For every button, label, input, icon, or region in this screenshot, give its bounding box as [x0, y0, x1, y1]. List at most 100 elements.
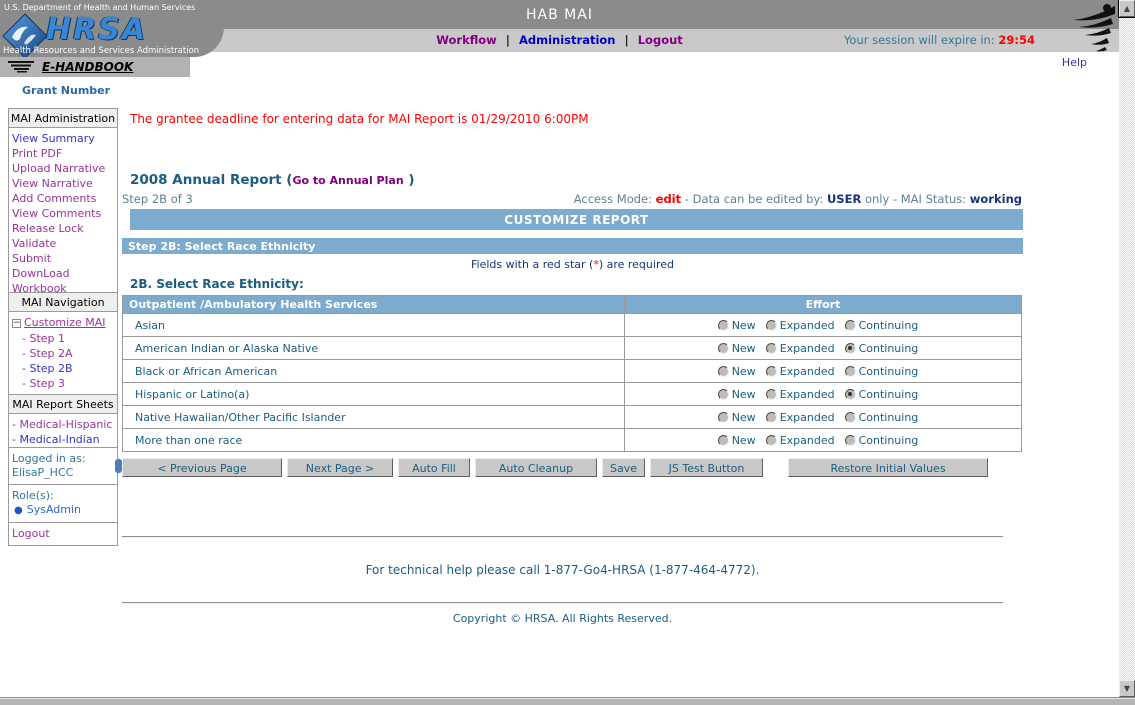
radio-american-indian-or-alaska-native-expanded[interactable] — [765, 342, 777, 354]
sidebar-item-step-2b[interactable]: - Step 2B — [22, 362, 73, 375]
radio-label-continuing[interactable]: Continuing — [858, 341, 919, 355]
sidebar-item-step-1[interactable]: - Step 1 — [22, 332, 66, 345]
technical-help-text: For technical help please call 1-877-Go4… — [365, 563, 760, 577]
race-label-native-hawaiian-other-pacific-islander: Native Hawaiian/Other Pacific Islander — [122, 405, 625, 429]
horizontal-scrollbar[interactable] — [0, 697, 1135, 705]
radio-hispanic-or-latino-a-expanded[interactable] — [765, 388, 777, 400]
status-value: working — [969, 192, 1022, 206]
footer-divider — [122, 536, 1003, 538]
effort-cell-black-or-african-american: New Expanded Continuing — [624, 359, 1022, 383]
sidebar-item-submit[interactable]: Submit — [12, 252, 52, 265]
sidebar-item-release-lock[interactable]: Release Lock — [12, 222, 84, 235]
radio-label-new[interactable]: New — [731, 410, 756, 424]
radio-american-indian-or-alaska-native-new[interactable] — [717, 342, 729, 354]
logged-in-label: Logged in as: — [12, 452, 86, 465]
radio-asian-new[interactable] — [717, 319, 729, 331]
copyright-text: Copyright © HRSA. All Rights Reserved. — [452, 612, 673, 625]
auto-fill-button[interactable]: Auto Fill — [398, 458, 470, 477]
sidebar-item-medical-hispanic[interactable]: - Medical-Hispanic — [12, 418, 113, 431]
previous-page-button[interactable]: < Previous Page — [122, 458, 282, 477]
radio-label-new[interactable]: New — [731, 341, 756, 355]
sidebar-item-view-comments[interactable]: View Comments — [12, 207, 102, 220]
radio-label-continuing[interactable]: Continuing — [858, 318, 919, 332]
radio-native-hawaiian-other-pacific-islander-continuing[interactable] — [844, 411, 856, 423]
radio-label-new[interactable]: New — [731, 433, 756, 447]
sidebar-item-step-2a[interactable]: - Step 2A — [22, 347, 73, 360]
session-label: Your session will expire in: — [843, 33, 995, 47]
js-test-button-button[interactable]: JS Test Button — [650, 458, 763, 477]
radio-native-hawaiian-other-pacific-islander-expanded[interactable] — [765, 411, 777, 423]
sidebar-item-add-comments[interactable]: Add Comments — [12, 192, 97, 205]
radio-label-expanded[interactable]: Expanded — [779, 410, 835, 424]
sidebar-item-print-pdf[interactable]: Print PDF — [12, 147, 63, 160]
mai-report-sheets-title: MAI Report Sheets — [9, 394, 117, 414]
radio-black-or-african-american-expanded[interactable] — [765, 365, 777, 377]
table-row: American Indian or Alaska Native New Expan… — [122, 336, 1022, 360]
radio-native-hawaiian-other-pacific-islander-new[interactable] — [717, 411, 729, 423]
sidebar-item-upload-narrative[interactable]: Upload Narrative — [12, 162, 106, 175]
radio-label-expanded[interactable]: Expanded — [779, 387, 835, 401]
radio-label-expanded[interactable]: Expanded — [779, 318, 835, 332]
sidebar-item-view-narrative[interactable]: View Narrative — [12, 177, 93, 190]
ehandbook-strip: E-HANDBOOK — [0, 57, 190, 77]
sidebar-item-view-summary[interactable]: View Summary — [12, 132, 95, 145]
radio-label-expanded[interactable]: Expanded — [779, 433, 835, 447]
sidebar-item-step-3[interactable]: - Step 3 — [22, 377, 66, 390]
step-indicator: Step 2B of 3 — [122, 192, 193, 206]
radio-label-new[interactable]: New — [731, 364, 756, 378]
radio-label-expanded[interactable]: Expanded — [779, 341, 835, 355]
radio-asian-expanded[interactable] — [765, 319, 777, 331]
effort-cell-asian: New Expanded Continuing — [624, 313, 1022, 337]
sidebar-item-workbook[interactable]: Workbook — [12, 282, 67, 295]
sidebar-item-download[interactable]: DownLoad — [12, 267, 70, 280]
app-title: HAB MAI — [526, 7, 593, 23]
radio-more-than-one-race-continuing[interactable] — [844, 434, 856, 446]
hrsa-wordmark: HRSA — [46, 12, 148, 47]
sidebar-item-medical-indian[interactable]: - Medical-Indian — [12, 433, 100, 446]
edited-by-value: USER — [826, 192, 862, 206]
role-sysadmin[interactable]: SysAdmin — [26, 503, 82, 516]
collapse-icon[interactable]: − — [12, 318, 21, 328]
nav-administration[interactable]: Administration — [519, 33, 616, 47]
save-button[interactable]: Save — [602, 458, 645, 477]
nav-workflow[interactable]: Workflow — [436, 33, 497, 47]
sidebar-item-customize-mai[interactable]: − Customize MAI — [12, 315, 117, 331]
radio-label-expanded[interactable]: Expanded — [779, 364, 835, 378]
customize-mai-link[interactable]: Customize MAI — [24, 316, 106, 329]
radio-label-continuing[interactable]: Continuing — [858, 433, 919, 447]
go-to-annual-plan-link[interactable]: Go to Annual Plan — [292, 174, 404, 187]
step-2b-bar: Step 2B: Select Race Ethnicity — [122, 238, 1023, 254]
mai-administration-box: MAI Administration View Summary Print PDF… — [8, 108, 118, 300]
radio-label-continuing[interactable]: Continuing — [858, 364, 919, 378]
radio-american-indian-or-alaska-native-continuing[interactable] — [844, 342, 856, 354]
sidebar-logout-link[interactable]: Logout — [12, 527, 50, 540]
radio-black-or-african-american-continuing[interactable] — [844, 365, 856, 377]
vertical-scrollbar[interactable]: ▲ ▼ — [1118, 0, 1135, 697]
required-star: * — [593, 258, 599, 271]
radio-more-than-one-race-expanded[interactable] — [765, 434, 777, 446]
role-bullet-icon: ● — [14, 505, 23, 516]
radio-more-than-one-race-new[interactable] — [717, 434, 729, 446]
radio-hispanic-or-latino-a-new[interactable] — [717, 388, 729, 400]
radio-label-new[interactable]: New — [731, 387, 756, 401]
radio-black-or-african-american-new[interactable] — [717, 365, 729, 377]
next-page-button[interactable]: Next Page > — [287, 458, 393, 477]
logged-in-section: Logged in as: ElisaP_HCC — [9, 448, 117, 484]
radio-asian-continuing[interactable] — [844, 319, 856, 331]
radio-label-continuing[interactable]: Continuing — [858, 410, 919, 424]
radio-label-continuing[interactable]: Continuing — [858, 387, 919, 401]
help-link[interactable]: Help — [1061, 56, 1087, 69]
radio-group-more-than-one-race: New Expanded Continuing — [717, 433, 929, 447]
auto-cleanup-button[interactable]: Auto Cleanup — [475, 458, 597, 477]
radio-hispanic-or-latino-a-continuing[interactable] — [844, 388, 856, 400]
radio-label-new[interactable]: New — [731, 318, 756, 332]
scroll-up-icon[interactable]: ▲ — [1118, 0, 1135, 18]
mai-navigation-title: MAI Navigation — [9, 293, 117, 312]
restore-initial-values-button[interactable]: Restore Initial Values — [788, 458, 988, 477]
nav-logout[interactable]: Logout — [637, 33, 683, 47]
roles-section: Role(s): ● SysAdmin — [9, 484, 117, 522]
scroll-down-icon[interactable]: ▼ — [1119, 680, 1135, 697]
username: ElisaP_HCC — [12, 466, 74, 479]
sidebar-item-validate[interactable]: Validate — [12, 237, 57, 250]
user-session-box: Logged in as: ElisaP_HCC Role(s): ● SysAd… — [8, 447, 118, 546]
